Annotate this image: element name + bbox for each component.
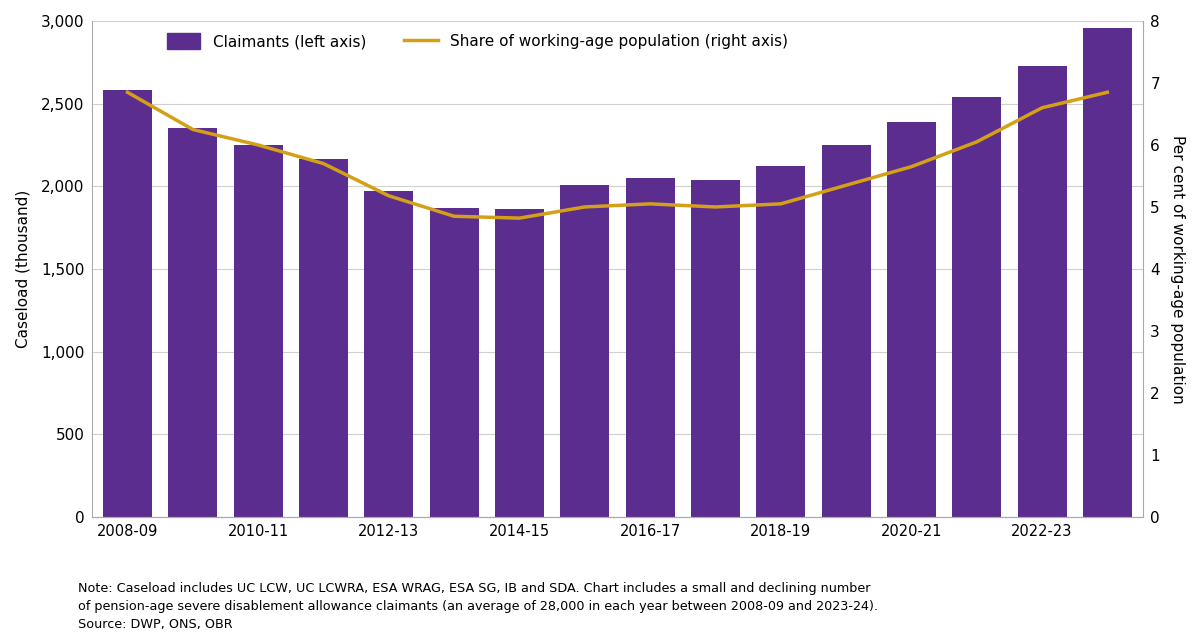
Bar xyxy=(430,208,479,517)
Bar xyxy=(822,145,870,517)
Bar xyxy=(1082,28,1132,517)
Y-axis label: Per cent of working-age population: Per cent of working-age population xyxy=(1170,135,1186,403)
Bar xyxy=(168,128,217,517)
Text: Note: Caseload includes UC LCW, UC LCWRA, ESA WRAG, ESA SG, IB and SDA. Chart in: Note: Caseload includes UC LCW, UC LCWRA… xyxy=(78,582,878,631)
Y-axis label: Caseload (thousand): Caseload (thousand) xyxy=(14,190,30,348)
Bar xyxy=(560,185,610,517)
Bar xyxy=(234,145,283,517)
Bar xyxy=(887,122,936,517)
Bar xyxy=(691,180,740,517)
Bar xyxy=(756,166,805,517)
Bar xyxy=(365,191,413,517)
Legend: Claimants (left axis), Share of working-age population (right axis): Claimants (left axis), Share of working-… xyxy=(162,28,793,54)
Bar xyxy=(1018,66,1067,517)
Bar xyxy=(299,159,348,517)
Bar xyxy=(953,97,1001,517)
Bar xyxy=(103,90,152,517)
Bar xyxy=(494,209,544,517)
Bar xyxy=(625,178,674,517)
